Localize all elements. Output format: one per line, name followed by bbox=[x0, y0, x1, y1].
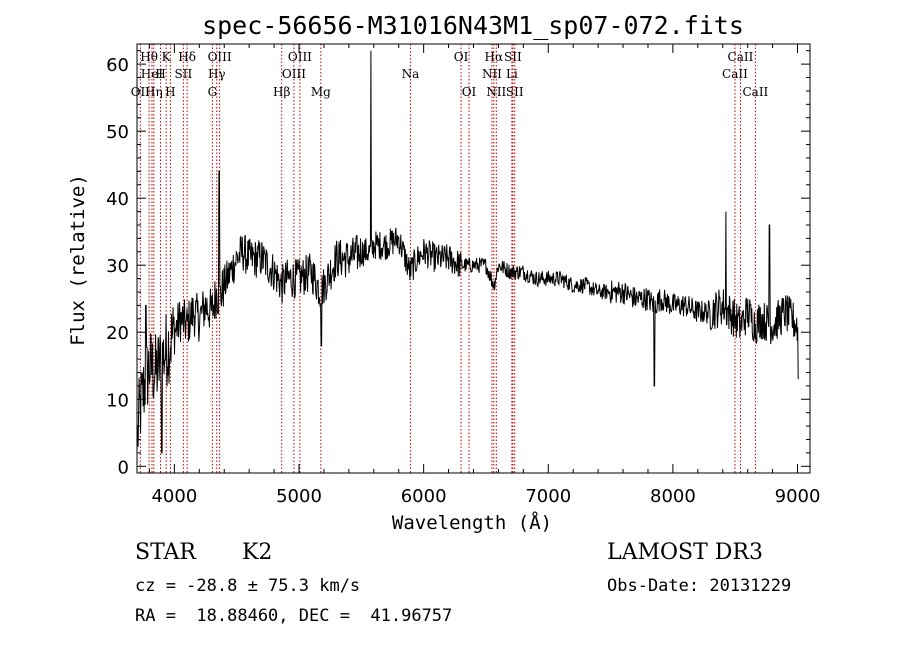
spectral-line-label: HeI bbox=[141, 67, 164, 81]
y-axis-ticks: 0 10 20 30 40 50 60 bbox=[106, 50, 810, 478]
chart-title: spec-56656-M31016N43M1_sp07-072.fits bbox=[202, 11, 744, 40]
x-tick-label: 5000 bbox=[276, 486, 322, 507]
spectral-line-label: OI bbox=[454, 50, 469, 64]
spectral-line-label: OIII bbox=[282, 67, 306, 81]
x-tick-label: 7000 bbox=[525, 486, 571, 507]
spectral-line-label: OI bbox=[462, 85, 477, 99]
x-tick-label: 6000 bbox=[401, 486, 447, 507]
spectral-line-label: Li bbox=[506, 67, 518, 81]
x-tick-label: 8000 bbox=[650, 486, 696, 507]
spectral-line-label: CaII bbox=[722, 67, 748, 81]
spectral-line-label: OIII bbox=[208, 50, 232, 64]
spectral-line-label: Na bbox=[402, 67, 420, 81]
spectrum-series bbox=[137, 50, 799, 454]
spectral-line-labels: OIIHθHeIHηHKHSIIHδGHγOIIIHβOIIIOIIIMgNaO… bbox=[131, 50, 769, 99]
redshift-velocity: cz = -28.8 ± 75.3 km/s bbox=[135, 576, 360, 596]
survey-name: LAMOST DR3 bbox=[607, 540, 763, 565]
spectral-line-label: SII bbox=[504, 50, 522, 64]
spectral-line-label: H bbox=[155, 67, 165, 81]
spectral-line-label: Hα bbox=[485, 50, 504, 64]
spectral-line-label: Hη bbox=[145, 85, 163, 99]
spectral-line-label: CaII bbox=[742, 85, 768, 99]
y-tick-label: 0 bbox=[118, 457, 129, 478]
y-tick-label: 10 bbox=[106, 390, 129, 411]
spectral-line-label: NII bbox=[486, 85, 506, 99]
spectral-line-label: OIII bbox=[288, 50, 312, 64]
y-tick-label: 60 bbox=[106, 55, 129, 76]
y-axis-label: Flux (relative) bbox=[67, 174, 89, 346]
spectral-line-label: G bbox=[208, 85, 218, 99]
spectral-line-label: NII bbox=[482, 67, 502, 81]
spectral-line-label: OII bbox=[131, 85, 151, 99]
y-tick-label: 20 bbox=[106, 323, 129, 344]
spectral-line-label: Mg bbox=[311, 85, 331, 99]
object-subclass: K2 bbox=[242, 540, 272, 565]
y-tick-label: 40 bbox=[106, 189, 129, 210]
object-class: STAR bbox=[135, 540, 197, 565]
y-tick-label: 50 bbox=[106, 122, 129, 143]
spectral-line-label: H bbox=[165, 85, 175, 99]
spectral-line-label: SII bbox=[175, 67, 193, 81]
spectral-line-label: Hγ bbox=[208, 67, 226, 81]
spectral-line-label: K bbox=[162, 50, 172, 64]
x-axis-label: Wavelength (Å) bbox=[392, 511, 552, 534]
spectral-line-label: Hδ bbox=[178, 50, 196, 64]
spectral-line-label: Hβ bbox=[273, 85, 290, 99]
spectral-line-label: CaII bbox=[728, 50, 754, 64]
x-axis-ticks: 4000 5000 6000 7000 8000 9000 bbox=[148, 44, 821, 507]
spectral-line-label: SII bbox=[506, 85, 524, 99]
x-tick-label: 9000 bbox=[775, 486, 821, 507]
sky-coordinates: RA = 18.88460, DEC = 41.96757 bbox=[135, 606, 452, 626]
spectral-line-label: Hθ bbox=[140, 50, 158, 64]
observation-date: Obs-Date: 20131229 bbox=[607, 576, 791, 596]
y-tick-label: 30 bbox=[106, 256, 129, 277]
x-tick-label: 4000 bbox=[151, 486, 197, 507]
